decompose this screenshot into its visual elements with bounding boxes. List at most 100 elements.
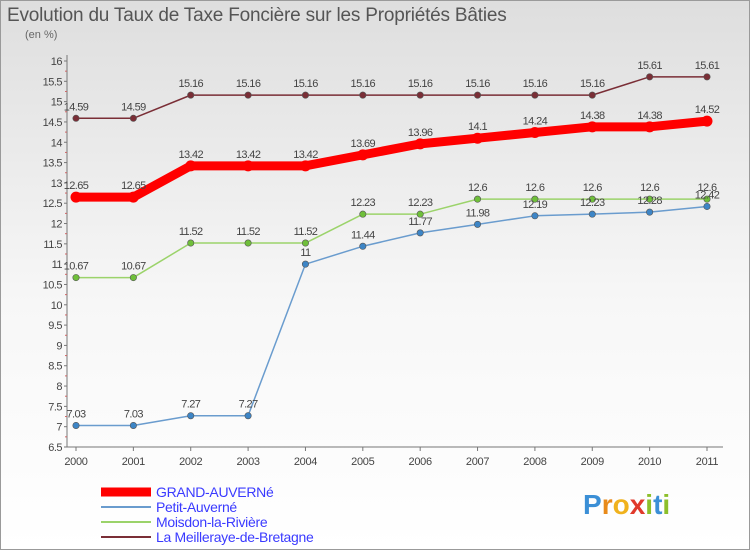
data-label: 10.67 xyxy=(121,261,146,273)
data-point xyxy=(129,274,137,282)
data-point xyxy=(586,121,598,133)
data-point xyxy=(359,210,367,218)
legend-label: Moisdon-la-Rivière xyxy=(156,514,268,530)
data-label: 13.42 xyxy=(178,149,203,161)
x-tick-label: 2008 xyxy=(523,456,546,468)
series-line-0 xyxy=(76,116,708,202)
data-point xyxy=(531,212,539,220)
data-label: 7.03 xyxy=(66,408,85,420)
data-label: 15.16 xyxy=(408,78,433,90)
chart-title: Evolution du Taux de Taxe Foncière sur l… xyxy=(7,5,507,26)
data-point xyxy=(129,114,137,122)
data-label: 15.16 xyxy=(351,78,376,90)
data-point xyxy=(242,160,254,172)
data-label: 15.16 xyxy=(523,78,548,90)
x-tick-label: 2000 xyxy=(64,456,87,468)
data-point xyxy=(703,202,711,210)
data-label: 11.52 xyxy=(294,226,318,238)
data-point xyxy=(357,149,369,161)
x-tick-label: 2002 xyxy=(179,456,202,468)
data-point xyxy=(301,91,309,99)
data-point xyxy=(646,208,654,216)
data-label: 15.16 xyxy=(465,78,490,90)
y-tick-label: 14.5 xyxy=(43,117,63,129)
data-label: 11.98 xyxy=(466,207,490,219)
data-label: 12.6 xyxy=(525,182,544,194)
data-point xyxy=(644,121,656,133)
y-tick-label: 8 xyxy=(56,381,62,393)
data-point xyxy=(646,73,654,81)
data-point xyxy=(244,91,252,99)
y-tick-label: 8.5 xyxy=(48,361,62,373)
data-point xyxy=(127,191,139,203)
data-label: 12.23 xyxy=(351,197,376,209)
data-label: 13.42 xyxy=(293,149,318,161)
data-label: 12.6 xyxy=(697,182,716,194)
data-label: 12.42 xyxy=(695,189,720,201)
y-tick-label: 7 xyxy=(56,422,62,434)
data-point xyxy=(359,242,367,250)
data-point xyxy=(472,132,484,144)
y-tick-label: 10 xyxy=(51,300,63,312)
x-tick-label: 2005 xyxy=(351,456,374,468)
data-point xyxy=(474,91,482,99)
logo-letter: i xyxy=(662,489,671,520)
x-tick-label: 2001 xyxy=(122,456,145,468)
data-label: 15.16 xyxy=(178,78,203,90)
y-tick-label: 14 xyxy=(51,137,63,149)
y-tick-label: 7.5 xyxy=(48,401,62,413)
data-point xyxy=(531,195,539,203)
x-tick-label: 2003 xyxy=(236,456,259,468)
data-point xyxy=(244,239,252,247)
data-label: 12.23 xyxy=(408,197,433,209)
y-tick-label: 9 xyxy=(56,340,62,352)
x-tick-label: 2010 xyxy=(638,456,661,468)
legend-label: GRAND-AUVERNé xyxy=(156,484,274,500)
legend-label: La Meilleraye-de-Bretagne xyxy=(156,529,314,545)
y-tick-label: 12 xyxy=(51,219,63,231)
data-label: 12.6 xyxy=(583,182,602,194)
data-label: 13.96 xyxy=(408,127,433,139)
data-label: 14.24 xyxy=(523,116,548,128)
data-label: 14.38 xyxy=(580,110,605,122)
data-point xyxy=(703,73,711,81)
data-label: 12.6 xyxy=(640,182,659,194)
data-point xyxy=(416,91,424,99)
data-point xyxy=(187,412,195,420)
data-point xyxy=(531,91,539,99)
data-point xyxy=(129,421,137,429)
data-label: 14.59 xyxy=(121,101,146,113)
data-point xyxy=(72,114,80,122)
data-point xyxy=(416,210,424,218)
data-label: 15.16 xyxy=(580,78,605,90)
data-label: 7.27 xyxy=(239,399,258,411)
data-label: 10.67 xyxy=(64,261,89,273)
data-label: 13.69 xyxy=(351,138,376,150)
data-label: 15.16 xyxy=(236,78,261,90)
data-label: 12.23 xyxy=(580,197,605,209)
y-tick-label: 11 xyxy=(52,259,63,271)
data-label: 14.52 xyxy=(695,104,720,116)
logo-letter: P xyxy=(583,489,602,520)
data-point xyxy=(703,195,711,203)
series-line-3 xyxy=(76,76,707,120)
logo-letter: r xyxy=(601,489,613,520)
data-label: 12.28 xyxy=(637,195,662,207)
logo-letter: x xyxy=(629,489,646,520)
data-label: 14.59 xyxy=(64,101,89,113)
data-point xyxy=(244,412,252,420)
data-label: 11 xyxy=(300,247,311,259)
data-label: 11.44 xyxy=(351,229,375,241)
data-point xyxy=(529,127,541,139)
data-label: 15.61 xyxy=(695,60,720,72)
y-tick-label: 12.5 xyxy=(43,198,63,210)
data-label: 7.03 xyxy=(124,408,143,420)
data-point xyxy=(701,115,713,127)
y-tick-label: 13 xyxy=(51,178,63,190)
data-label: 15.61 xyxy=(637,60,662,72)
data-point xyxy=(72,274,80,282)
data-point xyxy=(416,229,424,237)
data-label: 11.77 xyxy=(408,216,432,228)
data-point xyxy=(474,220,482,228)
